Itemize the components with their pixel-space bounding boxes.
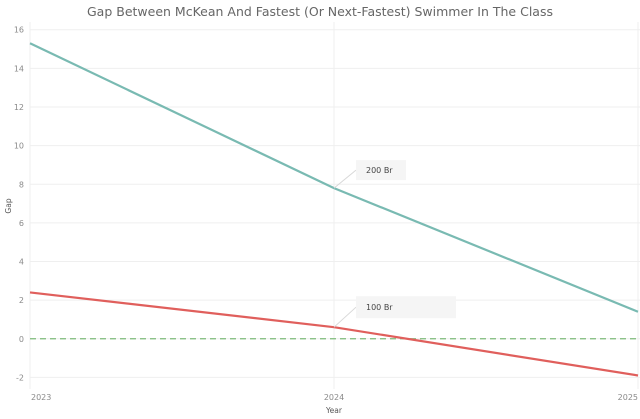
gridlines [29, 22, 640, 389]
x-tick-label: 2025 [618, 393, 638, 402]
y-tick-label: 6 [19, 219, 24, 228]
y-axis-label: Gap [4, 198, 13, 213]
y-tick-label: 0 [19, 335, 24, 344]
annotation-label: 100 Br [366, 303, 393, 312]
y-tick-label: 16 [14, 26, 24, 35]
annotation-leader [333, 169, 357, 189]
y-tick-label: 12 [14, 103, 24, 112]
x-axis-ticks: 2023 2024 2025 [31, 393, 638, 402]
annotation-leader [333, 306, 357, 328]
annotations: 200 Br 100 Br [333, 160, 456, 328]
y-tick-label: -2 [16, 373, 24, 382]
y-tick-label: 4 [19, 258, 24, 267]
y-tick-label: 14 [14, 64, 24, 73]
x-tick-label: 2024 [324, 393, 344, 402]
annotation-label: 200 Br [366, 166, 393, 175]
y-tick-label: 10 [14, 142, 24, 151]
y-tick-label: 2 [19, 296, 24, 305]
x-axis-label: Year [325, 406, 343, 415]
x-tick-label: 2023 [31, 393, 51, 402]
annotation-box [356, 296, 456, 319]
annotation-box [356, 160, 406, 181]
y-axis-ticks: -2 0 2 4 6 8 10 12 14 16 [14, 26, 24, 383]
y-tick-label: 8 [19, 180, 24, 189]
chart-title: Gap Between McKean And Fastest (Or Next-… [87, 4, 553, 19]
